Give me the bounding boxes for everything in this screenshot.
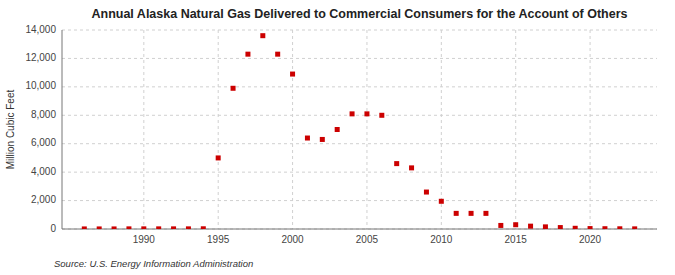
x-grid-line: [218, 30, 219, 229]
x-grid-line: [515, 30, 516, 229]
chart: Annual Alaska Natural Gas Delivered to C…: [0, 0, 675, 275]
point: [439, 199, 444, 204]
x-tick-label: 2000: [281, 234, 304, 245]
point: [186, 226, 191, 229]
title: Annual Alaska Natural Gas Delivered to C…: [91, 7, 627, 21]
x-tick-label: 2015: [505, 234, 528, 245]
axes: 0 2,000 4,000 6,000 8,000 10,000 12,000 14,000 1…: [25, 24, 657, 245]
x-grid-line: [366, 30, 367, 229]
y-grid-line: [62, 143, 657, 144]
grid: [62, 30, 657, 229]
point: [156, 226, 161, 229]
point: [126, 226, 131, 229]
y-axis-label: Million Cubic Feet: [5, 90, 16, 170]
x-grid-line: [292, 30, 293, 229]
point: [350, 111, 355, 116]
point: [231, 86, 236, 91]
point: [498, 223, 503, 228]
point: [275, 52, 280, 57]
point: [394, 161, 399, 166]
y-axis-line: [62, 30, 63, 229]
page: {"chart_data": {"type": "scatter", "titl…: [0, 0, 675, 275]
x-axis-line: [62, 229, 657, 230]
point: [305, 136, 310, 141]
y-tick-label: 8,000: [31, 109, 56, 120]
point: [260, 33, 265, 38]
point: [573, 226, 578, 229]
y-grid-line: [62, 30, 657, 31]
y-tick-label: 6,000: [31, 137, 56, 148]
x-grid-line: [143, 30, 144, 229]
point: [424, 190, 429, 195]
point: [409, 165, 414, 170]
point: [216, 155, 221, 160]
point: [588, 226, 593, 229]
point: [602, 226, 607, 229]
x-tick-label: 1995: [207, 234, 230, 245]
source-note: Source: U.S. Energy Information Administ…: [54, 258, 253, 269]
point: [171, 226, 176, 229]
point: [632, 226, 637, 229]
point: [528, 224, 533, 229]
point: [201, 226, 206, 229]
point: [112, 226, 117, 229]
x-tick-label: 2010: [430, 234, 453, 245]
point: [245, 52, 250, 57]
point: [290, 72, 295, 77]
point: [617, 226, 622, 229]
point: [543, 224, 548, 229]
point: [513, 222, 518, 227]
y-grid-line: [62, 86, 657, 87]
x-tick-label: 2005: [356, 234, 379, 245]
x-tick-label: 2020: [579, 234, 602, 245]
y-tick-label: 0: [50, 223, 56, 234]
y-tick-label: 4,000: [31, 166, 56, 177]
point: [483, 211, 488, 216]
point: [364, 111, 369, 116]
point: [141, 226, 146, 229]
point: [82, 226, 87, 229]
x-tick-label: 1990: [133, 234, 156, 245]
point: [320, 137, 325, 142]
y-grid-line: [62, 58, 657, 59]
point: [335, 127, 340, 132]
points: [82, 33, 637, 229]
point: [454, 211, 459, 216]
y-tick-label: 10,000: [25, 80, 56, 91]
y-grid-line: [62, 200, 657, 201]
y-grid-line: [62, 229, 657, 230]
point: [469, 211, 474, 216]
y-grid-line: [62, 115, 657, 116]
point: [97, 226, 102, 229]
y-tick-label: 14,000: [25, 24, 56, 35]
point: [558, 225, 563, 229]
y-tick-label: 12,000: [25, 52, 56, 63]
x-grid-line: [590, 30, 591, 229]
point: [379, 113, 384, 118]
y-grid-line: [62, 172, 657, 173]
y-tick-label: 2,000: [31, 194, 56, 205]
